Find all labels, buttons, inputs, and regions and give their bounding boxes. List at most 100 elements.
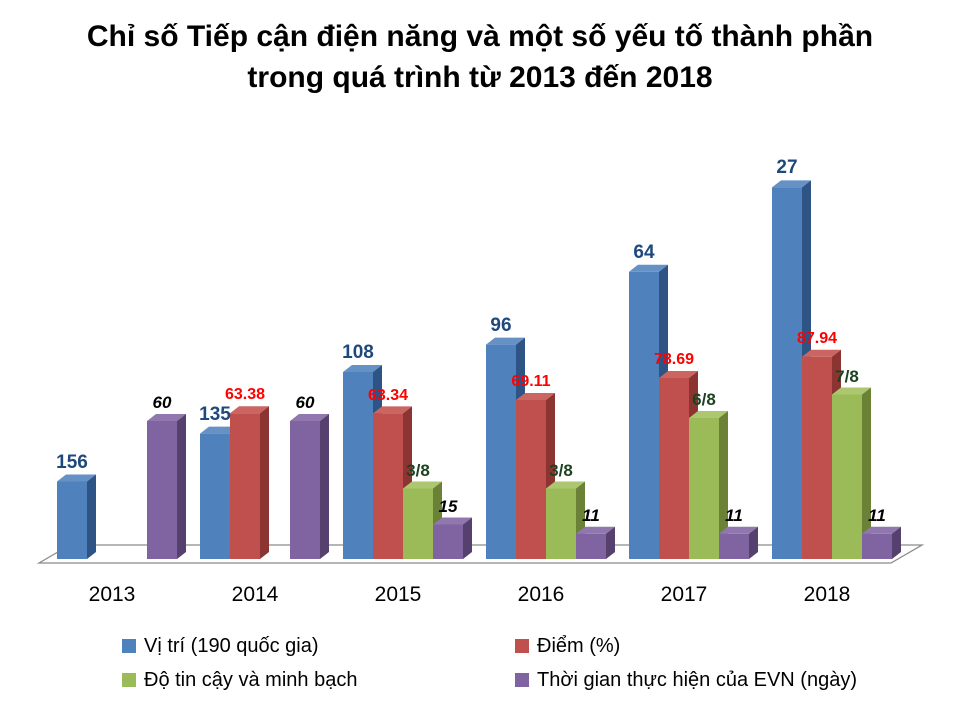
value-label-thoi-gian-2013: 60	[152, 393, 172, 413]
bar-front-face	[659, 378, 689, 559]
value-label-thoi-gian-2018: 11	[868, 505, 886, 525]
legend-swatch-vi-tri	[122, 639, 136, 653]
bar-front-face	[832, 394, 862, 559]
value-label-vi-tri-2013: 156	[56, 451, 88, 473]
bar-front-face	[147, 421, 177, 559]
bar-top-face	[832, 387, 871, 395]
bar-front-face	[57, 481, 87, 559]
bar-front-face	[486, 344, 516, 559]
bar-top-face	[802, 349, 841, 357]
value-label-diem-2017: 78.69	[653, 351, 695, 369]
legend-swatch-do-tin-cay	[122, 673, 136, 687]
bar-top-face	[200, 426, 239, 434]
bar-thoi-gian-2016	[576, 526, 615, 559]
bar-front-face	[200, 433, 230, 559]
bar-top-face	[433, 517, 472, 525]
bar-side-face	[87, 474, 96, 559]
bar-front-face	[230, 413, 260, 559]
value-label-do-tin-cay-2018: 7/8	[835, 366, 859, 386]
bar-thoi-gian-2014	[290, 414, 329, 559]
bar-top-face	[862, 526, 901, 534]
bar-front-face	[802, 356, 832, 559]
value-label-vi-tri-2017: 64	[633, 241, 655, 263]
bar-top-face	[403, 481, 442, 489]
value-label-do-tin-cay-2015: 3/8	[406, 460, 430, 480]
bar-top-face	[659, 371, 698, 379]
bar-top-face	[147, 414, 186, 421]
legend-item-thoi-gian: Thời gian thực hiện của EVN (ngày)	[515, 668, 857, 692]
bar-side-face	[749, 526, 758, 559]
x-axis-label-2013: 2013	[88, 583, 136, 606]
bar-top-face	[689, 411, 728, 418]
bar-side-face	[320, 414, 329, 559]
bar-side-face	[892, 526, 901, 559]
value-label-do-tin-cay-2016: 3/8	[549, 460, 573, 480]
legend-label-thoi-gian: Thời gian thực hiện của EVN (ngày)	[537, 668, 857, 691]
bar-top-face	[57, 474, 96, 482]
value-label-vi-tri-2018: 27	[776, 157, 798, 179]
bar-thoi-gian-2013	[147, 414, 186, 559]
value-label-vi-tri-2016: 96	[490, 314, 512, 336]
bar-top-face	[373, 406, 412, 414]
bar-vi-tri-2013	[57, 474, 96, 559]
bar-thoi-gian-2018	[862, 526, 901, 559]
bar-front-face	[576, 533, 606, 559]
bar-top-face	[516, 393, 555, 401]
bar-side-face	[177, 414, 186, 559]
bar-top-face	[230, 406, 269, 414]
legend-item-vi-tri: Vị trí (190 quốc gia)	[122, 634, 319, 658]
bar-front-face	[373, 413, 403, 559]
bar-thoi-gian-2015	[433, 517, 472, 559]
bar-top-face	[772, 180, 811, 188]
x-axis-label-2015: 2015	[374, 583, 422, 606]
bar-side-face	[463, 517, 472, 559]
bar-front-face	[629, 271, 659, 559]
legend-label-do-tin-cay: Độ tin cậy và minh bạch	[144, 668, 358, 691]
bar-side-face	[862, 387, 871, 559]
bar-do-tin-cay-2018	[832, 387, 871, 559]
value-label-diem-2014: 63.38	[224, 386, 266, 404]
value-label-thoi-gian-2016: 11	[582, 505, 600, 525]
bar-top-face	[576, 526, 615, 534]
value-label-do-tin-cay-2017: 6/8	[692, 390, 716, 410]
value-label-vi-tri-2015: 108	[342, 342, 374, 364]
bar-side-face	[719, 411, 728, 559]
bar-top-face	[546, 481, 585, 489]
legend-item-do-tin-cay: Độ tin cậy và minh bạch	[122, 668, 357, 692]
value-label-thoi-gian-2017: 11	[725, 505, 743, 525]
bar-front-face	[516, 400, 546, 559]
bar-front-face	[403, 488, 433, 559]
x-axis-label-2016: 2016	[517, 583, 565, 606]
bar-top-face	[629, 264, 668, 272]
x-axis-label-2018: 2018	[803, 583, 851, 606]
bar-front-face	[719, 533, 749, 559]
bar-front-face	[862, 533, 892, 559]
bar-front-face	[290, 421, 320, 559]
bar-top-face	[486, 337, 525, 345]
chart-title-line2: trong quá trình từ 2013 đến 2018	[247, 61, 713, 95]
chart-title: Chỉ số Tiếp cận điện năng và một số yếu …	[0, 16, 960, 99]
value-label-vi-tri-2014: 135	[199, 403, 231, 425]
bar-do-tin-cay-2017	[689, 411, 728, 559]
bar-front-face	[433, 524, 463, 559]
value-label-diem-2016: 69.11	[511, 373, 551, 391]
bar-top-face	[719, 526, 758, 534]
legend-label-vi-tri: Vị trí (190 quốc gia)	[144, 634, 319, 657]
legend-label-diem: Điểm (%)	[537, 634, 621, 657]
bar-thoi-gian-2017	[719, 526, 758, 559]
bar-top-face	[290, 414, 329, 421]
x-axis-label-2017: 2017	[660, 583, 708, 606]
bar-front-face	[343, 372, 373, 559]
value-label-diem-2018: 87.94	[796, 329, 838, 347]
bar-side-face	[606, 526, 615, 559]
bar-front-face	[689, 418, 719, 559]
bar-top-face	[343, 365, 382, 373]
bar-side-face	[260, 406, 269, 559]
x-axis-label-2014: 2014	[231, 583, 279, 606]
bar-front-face	[546, 488, 576, 559]
legend-swatch-thoi-gian	[515, 673, 529, 687]
bar-front-face	[772, 187, 802, 560]
chart-title-line1: Chỉ số Tiếp cận điện năng và một số yếu …	[86, 20, 874, 53]
